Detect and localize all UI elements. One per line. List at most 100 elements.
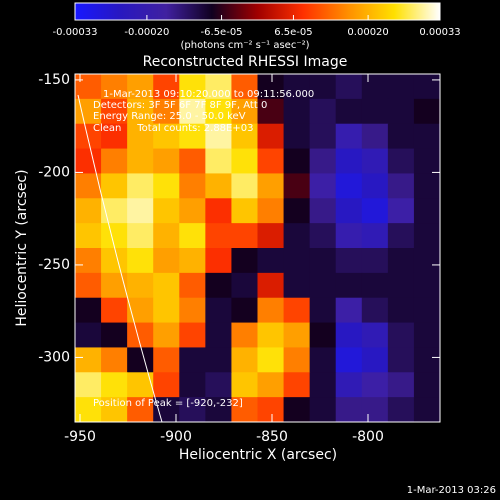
cell bbox=[127, 173, 154, 199]
cell bbox=[335, 372, 363, 398]
cell bbox=[101, 347, 128, 373]
cell bbox=[179, 297, 206, 324]
cell bbox=[101, 148, 128, 174]
cell bbox=[153, 297, 180, 324]
peak-annotation: Position of Peak = [-920,-232] bbox=[93, 398, 243, 409]
cell bbox=[153, 372, 180, 398]
cell bbox=[413, 223, 441, 249]
cell bbox=[205, 74, 232, 100]
x-tick-label: -850 bbox=[256, 429, 288, 445]
annotation: Energy Range: 25.0 - 50.0 keV bbox=[93, 111, 246, 122]
cell bbox=[387, 173, 415, 199]
cell bbox=[75, 148, 102, 174]
cell bbox=[257, 322, 285, 348]
cell bbox=[309, 272, 337, 299]
cell bbox=[257, 297, 285, 324]
cell bbox=[205, 297, 232, 324]
cell bbox=[387, 74, 415, 100]
cell bbox=[309, 223, 337, 249]
cell bbox=[153, 248, 180, 274]
cell bbox=[335, 173, 363, 199]
cell bbox=[387, 98, 415, 125]
cell bbox=[335, 347, 363, 373]
cell bbox=[127, 297, 154, 324]
colorbar-tick-label: -0.00033 bbox=[53, 27, 98, 38]
cell bbox=[179, 148, 206, 174]
cell bbox=[283, 173, 311, 199]
x-tick-label: -900 bbox=[160, 429, 192, 445]
cell bbox=[75, 198, 102, 224]
cell bbox=[309, 148, 337, 174]
colorbar-tick-label: -6.5e-05 bbox=[201, 27, 243, 38]
cell bbox=[101, 272, 128, 299]
cell bbox=[101, 74, 128, 100]
cell bbox=[231, 347, 258, 373]
cell bbox=[179, 248, 206, 274]
cell bbox=[231, 297, 258, 324]
cell bbox=[413, 248, 441, 274]
cell bbox=[179, 74, 206, 100]
x-axis-label: Heliocentric X (arcsec) bbox=[179, 447, 337, 463]
cell bbox=[231, 223, 258, 249]
cell bbox=[361, 74, 389, 100]
cell bbox=[75, 372, 102, 398]
cell bbox=[335, 322, 363, 348]
cell bbox=[101, 173, 128, 199]
cell bbox=[179, 347, 206, 373]
cell bbox=[361, 347, 389, 373]
y-tick-label: -150 bbox=[38, 72, 70, 88]
cell bbox=[361, 123, 389, 150]
cell bbox=[309, 297, 337, 324]
cell bbox=[257, 148, 285, 174]
cell bbox=[205, 372, 232, 398]
cell bbox=[101, 372, 128, 398]
colorbar bbox=[74, 2, 441, 21]
cell bbox=[335, 148, 363, 174]
y-tick-label: -200 bbox=[38, 164, 70, 180]
cell bbox=[283, 98, 311, 125]
cell bbox=[101, 223, 128, 249]
x-tick-label: -950 bbox=[64, 429, 96, 445]
cell bbox=[335, 397, 363, 423]
cell bbox=[361, 223, 389, 249]
cell bbox=[205, 272, 232, 299]
cell bbox=[387, 347, 415, 373]
cell bbox=[283, 322, 311, 348]
cell bbox=[127, 74, 154, 100]
cell bbox=[75, 74, 102, 100]
cell bbox=[75, 248, 102, 274]
cell bbox=[413, 98, 441, 125]
cell bbox=[257, 98, 285, 125]
cell bbox=[413, 322, 441, 348]
cell bbox=[387, 297, 415, 324]
cell bbox=[283, 272, 311, 299]
cell bbox=[387, 248, 415, 274]
cell bbox=[309, 173, 337, 199]
cell bbox=[361, 173, 389, 199]
cell bbox=[75, 397, 102, 423]
cell bbox=[101, 397, 128, 423]
cell bbox=[257, 248, 285, 274]
cell bbox=[75, 322, 102, 348]
cell bbox=[361, 98, 389, 125]
cell bbox=[309, 248, 337, 274]
cell bbox=[75, 272, 102, 299]
cell bbox=[257, 123, 285, 150]
cell bbox=[179, 123, 206, 150]
cell bbox=[127, 198, 154, 224]
cell bbox=[231, 198, 258, 224]
cell bbox=[231, 248, 258, 274]
colorbar-tick-label: 6.5e-05 bbox=[274, 27, 312, 38]
cell bbox=[335, 123, 363, 150]
cell bbox=[413, 297, 441, 324]
y-tick-label: -300 bbox=[38, 349, 70, 365]
cell bbox=[387, 372, 415, 398]
cell bbox=[231, 272, 258, 299]
cell bbox=[257, 397, 285, 423]
cell bbox=[153, 148, 180, 174]
cell bbox=[205, 148, 232, 174]
cell bbox=[179, 173, 206, 199]
cell bbox=[257, 173, 285, 199]
cell bbox=[283, 248, 311, 274]
